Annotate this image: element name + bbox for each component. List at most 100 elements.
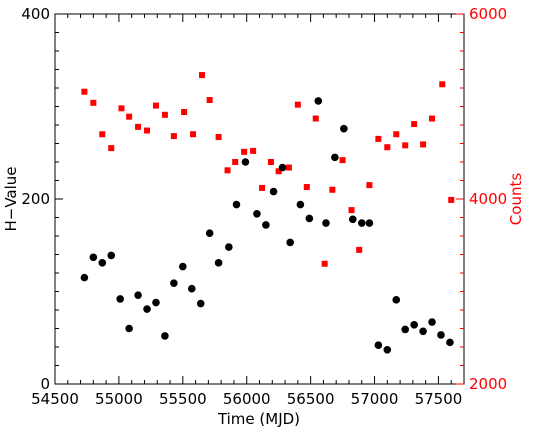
h-value-point [241, 158, 250, 166]
h-value-point [437, 331, 445, 339]
h-value-point [161, 332, 169, 340]
h-value-point [314, 97, 323, 105]
counts-point [285, 164, 292, 171]
counts-point [384, 144, 391, 151]
counts-point [135, 123, 142, 130]
y-axis-left-label: H−Value [2, 166, 20, 231]
h-value-point [383, 345, 392, 354]
counts-point [206, 97, 213, 104]
h-value-point [116, 295, 124, 303]
y-left-tick-label: 400 [21, 5, 50, 23]
counts-point [411, 121, 418, 128]
y-axis-left: 0 200 400 [21, 5, 63, 393]
series-counts [81, 72, 455, 267]
h-value-point [269, 187, 278, 196]
h-value-point [134, 291, 142, 300]
h-value-point [98, 259, 107, 267]
counts-point [366, 182, 373, 189]
counts-point [250, 147, 257, 154]
counts-point [329, 186, 336, 193]
counts-point [275, 168, 282, 175]
counts-point [232, 159, 239, 165]
h-value-point [80, 273, 89, 282]
counts-point [118, 105, 125, 112]
x-tick-label: 55000 [95, 390, 143, 408]
h-value-point [401, 325, 410, 334]
x-axis: 54500 55000 55500 56000 56500 57000 57500 [31, 14, 465, 408]
counts-point [170, 133, 177, 140]
x-tick-label: 56500 [287, 390, 335, 408]
h-value-point [170, 279, 178, 287]
y-right-tick-label: 4000 [469, 190, 507, 208]
counts-point [348, 207, 355, 214]
x-tick-label: 57500 [415, 390, 463, 408]
h-value-point [331, 153, 339, 162]
h-value-point [225, 243, 233, 251]
h-value-point [357, 219, 366, 227]
counts-point [321, 260, 328, 267]
counts-point [259, 184, 266, 191]
y-axis-right: 2000 4000 6000 [456, 5, 507, 393]
h-value-point [410, 321, 418, 329]
counts-point [439, 81, 446, 88]
counts-point [152, 102, 159, 109]
counts-point [144, 127, 151, 134]
h-value-point [419, 327, 427, 336]
counts-point [90, 99, 97, 106]
counts-point [108, 145, 115, 152]
counts-point [339, 157, 346, 164]
h-value-point [253, 210, 261, 218]
h-value-point [340, 124, 348, 133]
y-right-tick-label: 6000 [469, 5, 507, 23]
h-value-point [278, 163, 287, 172]
h-value-point [446, 338, 454, 347]
counts-point [161, 111, 168, 118]
h-value-point [296, 200, 305, 209]
h-value-point [232, 200, 241, 209]
h-value-point [322, 219, 330, 227]
h-value-point [428, 318, 436, 326]
x-tick-label: 55500 [159, 390, 207, 408]
counts-point [99, 131, 106, 138]
h-value-point [89, 253, 98, 262]
y-left-tick-label: 0 [40, 375, 50, 393]
h-value-point [152, 298, 160, 307]
counts-point [126, 113, 133, 120]
h-value-point [107, 251, 116, 260]
counts-point [312, 115, 319, 122]
h-value-point [214, 259, 223, 267]
y-left-tick-label: 200 [21, 190, 50, 208]
h-value-point [125, 324, 133, 333]
h-value-point [196, 299, 205, 308]
counts-point [356, 246, 363, 253]
x-tick-label: 54500 [31, 390, 79, 408]
counts-point [420, 141, 427, 148]
counts-point [190, 131, 197, 138]
h-value-point [179, 262, 187, 271]
h-value-point [205, 229, 214, 238]
h-value-point [143, 305, 151, 313]
counts-point [81, 88, 88, 95]
counts-point [241, 148, 248, 155]
counts-point [303, 183, 310, 190]
counts-point [215, 134, 222, 141]
counts-point [268, 159, 275, 165]
counts-point [393, 131, 400, 138]
h-value-point [374, 341, 383, 349]
counts-point [375, 135, 382, 142]
h-value-point [349, 215, 357, 224]
h-value-point [262, 221, 270, 229]
x-tick-label: 57000 [351, 390, 399, 408]
counts-point [402, 142, 409, 149]
h-value-point [365, 219, 374, 227]
counts-point [198, 72, 205, 79]
counts-point [448, 196, 455, 203]
x-tick-label: 56000 [223, 390, 271, 408]
counts-point [294, 101, 301, 108]
counts-point [224, 167, 231, 174]
x-axis-label: Time (MJD) [217, 410, 300, 428]
series-h-value [80, 97, 454, 354]
h-value-point [286, 238, 294, 247]
h-value-point [305, 214, 314, 223]
